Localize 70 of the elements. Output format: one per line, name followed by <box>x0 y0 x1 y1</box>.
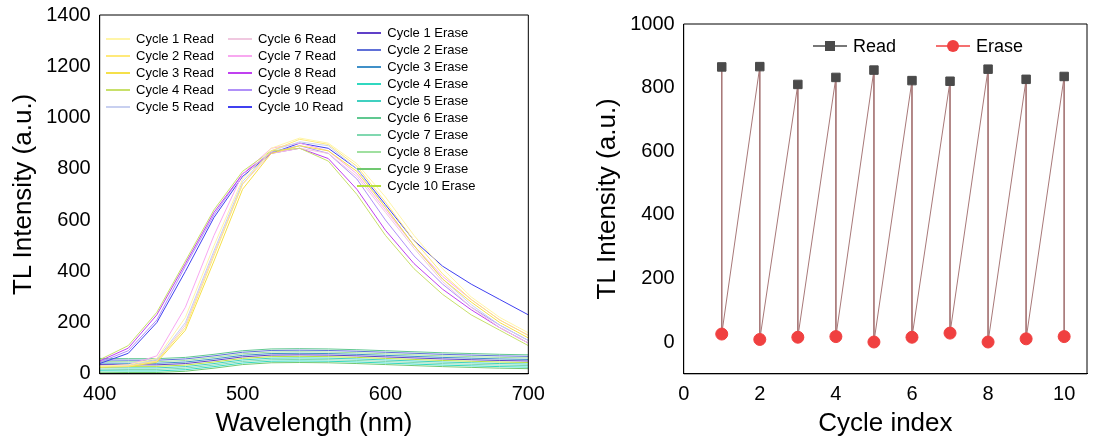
y-tick-label: 400 <box>641 202 675 225</box>
x-tick-label: 10 <box>1053 382 1076 405</box>
y-tick-label: 200 <box>641 265 675 288</box>
legend-label: Cycle 4 Erase <box>387 76 469 91</box>
point <box>829 330 843 344</box>
point <box>753 332 767 346</box>
point <box>1019 332 1033 346</box>
point <box>791 330 805 344</box>
legend-label: Cycle 5 Erase <box>387 93 469 108</box>
y-axis-title: TL Intensity (a.u.) <box>6 93 37 296</box>
legend-label: Cycle 7 Erase <box>387 127 469 142</box>
legend-label: Cycle 1 Read <box>136 31 215 46</box>
legend-label: Cycle 3 Erase <box>387 59 469 74</box>
x-axis-title: Cycle index <box>818 406 953 437</box>
x-tick-label: 700 <box>511 382 545 405</box>
y-tick-label: 1000 <box>46 105 91 128</box>
legend-label: Cycle 10 Read <box>258 99 344 114</box>
y-tick-label: 0 <box>663 329 675 352</box>
x-tick-label: 4 <box>830 382 842 405</box>
x-tick-label: 400 <box>83 382 117 405</box>
legend-label: Cycle 9 Read <box>258 82 337 97</box>
x-tick-label: 8 <box>982 382 994 405</box>
legend-label: Cycle 9 Erase <box>387 161 469 176</box>
point <box>905 330 919 344</box>
y-tick-label: 0 <box>79 361 91 384</box>
point <box>983 64 993 74</box>
x-tick-label: 0 <box>678 382 690 405</box>
point <box>981 335 995 349</box>
x-tick-label: 6 <box>906 382 918 405</box>
y-tick-label: 800 <box>57 156 91 179</box>
legend-label: Cycle 3 Read <box>136 65 215 80</box>
point <box>867 335 881 349</box>
x-tick-label: 500 <box>225 382 260 405</box>
legend-label: Read <box>853 35 897 57</box>
y-tick-label: 1000 <box>630 11 675 34</box>
x-axis-title: Wavelength (nm) <box>215 406 413 437</box>
legend-label: Cycle 2 Read <box>136 48 215 63</box>
point <box>831 72 841 83</box>
x-tick-label: 2 <box>754 382 766 405</box>
legend-label: Cycle 6 Read <box>258 31 337 46</box>
legend-label: Cycle 5 Read <box>136 99 215 114</box>
legend-label: Cycle 8 Erase <box>387 144 469 159</box>
y-tick-label: 400 <box>57 258 91 281</box>
point <box>1021 74 1031 85</box>
legend-label: Cycle 4 Read <box>136 82 215 97</box>
y-tick-label: 600 <box>57 207 91 230</box>
y-tick-label: 1400 <box>46 2 91 25</box>
legend-label: Cycle 8 Read <box>258 65 337 80</box>
point <box>907 75 917 86</box>
legend-label: Cycle 1 Erase <box>387 25 469 40</box>
point <box>793 79 803 90</box>
y-tick-label: 1200 <box>46 53 91 76</box>
point <box>1059 71 1069 82</box>
point <box>1057 330 1071 344</box>
legend-label: Cycle 6 Erase <box>387 110 469 125</box>
legend-label: Erase <box>976 35 1024 57</box>
y-tick-label: 600 <box>641 138 675 161</box>
point <box>715 327 729 341</box>
legend-label: Cycle 2 Erase <box>387 42 469 57</box>
x-tick-label: 600 <box>368 382 403 405</box>
y-tick-label: 800 <box>641 75 675 98</box>
legend-label: Cycle 10 Erase <box>387 178 476 193</box>
point <box>945 76 955 86</box>
legend-label: Cycle 7 Read <box>258 48 337 63</box>
point <box>869 65 879 75</box>
point <box>717 62 727 72</box>
point <box>943 326 957 340</box>
y-tick-label: 200 <box>57 310 91 333</box>
y-axis-title: TL Intensity (a.u.) <box>590 98 621 300</box>
point <box>755 61 765 72</box>
